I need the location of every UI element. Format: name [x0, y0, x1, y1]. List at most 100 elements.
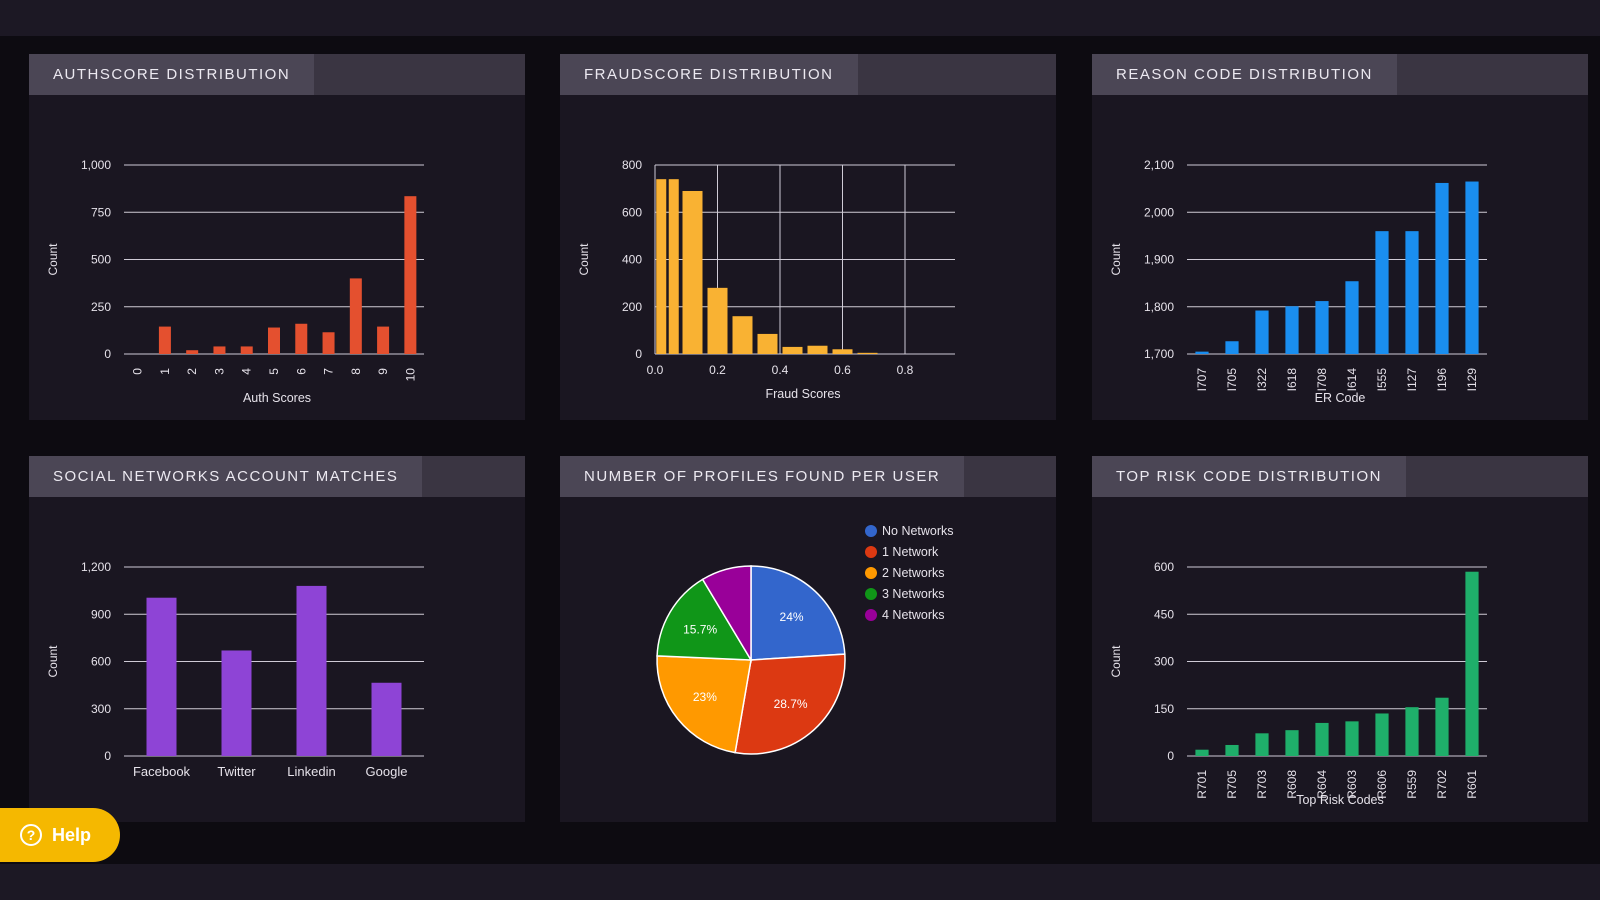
- bar: [221, 650, 252, 756]
- help-button[interactable]: ? Help: [0, 808, 120, 862]
- y-tick-label: 250: [91, 300, 111, 314]
- y-tick-label: 1,000: [81, 158, 111, 172]
- bar: [186, 350, 199, 354]
- y-tick-label: 750: [91, 205, 111, 219]
- bottom-bar: [0, 864, 1600, 900]
- social-networks-chart: 0 300 600 900 1,200 Count Facebook Twitter Linke…: [46, 560, 424, 779]
- y-tick-label: 400: [622, 253, 642, 267]
- social-networks-panel: SOCIAL NETWORKS ACCOUNT MATCHES 0 300 600 9…: [29, 456, 525, 822]
- reason-code-chart: 1,700 1,800 1,900 2,000 2,100 Count I707 I705 I3…: [1109, 158, 1487, 405]
- x-tick-label: 6: [294, 368, 308, 375]
- x-tick-label: I555: [1375, 368, 1389, 392]
- x-tick-label: I705: [1225, 368, 1239, 392]
- x-tick-label: 4: [240, 368, 254, 375]
- y-tick-label: 600: [1154, 560, 1174, 574]
- legend-swatch: [865, 546, 877, 558]
- help-label: Help: [52, 824, 92, 845]
- bar: [1435, 182, 1449, 354]
- bar: [1345, 721, 1359, 756]
- y-tick-label: 2,000: [1144, 205, 1174, 219]
- y-tick-label: 1,700: [1144, 347, 1174, 361]
- bar: [782, 346, 803, 354]
- top-bar: [0, 0, 1600, 36]
- bar: [158, 326, 171, 354]
- y-axis-label: Count: [1109, 645, 1123, 678]
- y-tick-label: 600: [622, 205, 642, 219]
- x-tick-label: 0: [131, 368, 145, 375]
- x-tick-label: I708: [1315, 368, 1329, 392]
- bar: [1315, 722, 1329, 756]
- y-axis-label: Count: [1109, 243, 1123, 276]
- legend-swatch: [865, 567, 877, 579]
- bar: [807, 345, 828, 354]
- bar: [1465, 181, 1479, 354]
- legend-label: 3 Networks: [882, 587, 945, 601]
- y-tick-label: 800: [622, 158, 642, 172]
- pie-slice: [656, 578, 753, 661]
- bar: [296, 585, 327, 756]
- bar: [404, 196, 417, 354]
- bar: [1255, 733, 1269, 756]
- bar: [682, 190, 703, 354]
- x-tick-label: R601: [1465, 770, 1479, 799]
- x-tick-label: 1: [158, 368, 172, 375]
- y-tick-label: 600: [91, 655, 111, 669]
- bar: [1375, 231, 1389, 354]
- y-tick-label: 150: [1154, 702, 1174, 716]
- y-axis-label: Count: [46, 645, 60, 678]
- x-tick-label: R701: [1195, 770, 1209, 799]
- x-tick-label: 0.4: [772, 363, 789, 377]
- x-axis-label: Fraud Scores: [765, 387, 840, 401]
- x-tick-label: I322: [1255, 368, 1269, 392]
- y-tick-label: 900: [91, 607, 111, 621]
- legend-swatch: [865, 525, 877, 537]
- y-axis-label: Count: [46, 243, 60, 276]
- y-tick-label: 0: [104, 749, 111, 763]
- panel-title: TOP RISK CODE DISTRIBUTION: [1092, 456, 1406, 497]
- x-axis-label: Auth Scores: [243, 391, 311, 405]
- pie-slice: [734, 653, 846, 755]
- x-axis-label: Top Risk Codes: [1296, 793, 1384, 807]
- x-tick-label: R603: [1345, 770, 1359, 799]
- x-tick-label: Google: [366, 764, 408, 779]
- x-tick-label: R702: [1435, 770, 1449, 799]
- panel-header: AUTHSCORE DISTRIBUTION: [29, 54, 525, 95]
- bar: [377, 326, 390, 354]
- x-tick-label: 0.2: [709, 363, 726, 377]
- x-tick-label: 10: [403, 368, 417, 382]
- y-tick-label: 300: [91, 702, 111, 716]
- panel-header: NUMBER OF PROFILES FOUND PER USER: [560, 456, 1056, 497]
- pie-slice: [656, 655, 752, 754]
- top-risk-code-panel: TOP RISK CODE DISTRIBUTION 0 150 300 450 600…: [1092, 456, 1588, 822]
- bar: [240, 346, 253, 354]
- pie-slice: [701, 565, 752, 663]
- x-tick-label: Twitter: [217, 764, 256, 779]
- x-tick-label: I129: [1465, 368, 1479, 392]
- x-axis-label: ER Code: [1315, 391, 1366, 405]
- panel-title: FRAUDSCORE DISTRIBUTION: [560, 54, 858, 95]
- y-axis-label: Count: [577, 243, 591, 276]
- panel-title: REASON CODE DISTRIBUTION: [1092, 54, 1397, 95]
- bar: [1315, 301, 1329, 354]
- x-tick-label: 7: [322, 368, 336, 375]
- bar: [857, 352, 878, 354]
- legend-label: 2 Networks: [882, 566, 945, 580]
- x-tick-label: I614: [1345, 368, 1359, 392]
- x-tick-label: R703: [1255, 770, 1269, 799]
- bar: [268, 327, 280, 354]
- pie-slice: [750, 565, 846, 661]
- y-tick-label: 300: [1154, 655, 1174, 669]
- x-tick-label: 0.6: [834, 363, 851, 377]
- slice-label: 15.7%: [683, 623, 717, 637]
- x-tick-label: R705: [1225, 770, 1239, 799]
- panel-title: NUMBER OF PROFILES FOUND PER USER: [560, 456, 965, 497]
- bar: [1405, 707, 1419, 756]
- x-tick-label: I196: [1435, 368, 1449, 392]
- slice-label: 24%: [780, 610, 804, 624]
- y-tick-label: 450: [1154, 607, 1174, 621]
- x-tick-label: 3: [212, 368, 226, 375]
- bar: [295, 323, 308, 354]
- panel-header: TOP RISK CODE DISTRIBUTION: [1092, 456, 1588, 497]
- legend-label: No Networks: [882, 524, 954, 538]
- x-tick-label: 8: [349, 368, 363, 375]
